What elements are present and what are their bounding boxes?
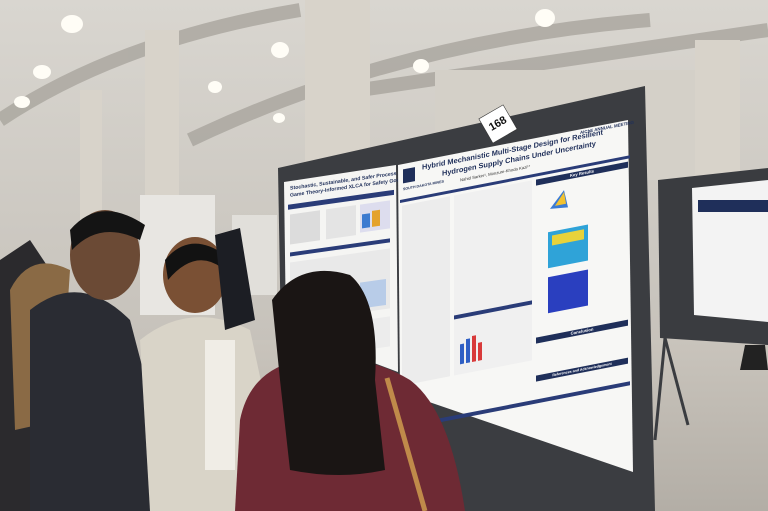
right-poster-header	[698, 200, 768, 212]
section-header: Conclusion	[571, 326, 594, 335]
pillars	[80, 0, 740, 230]
people	[0, 210, 768, 511]
easel	[653, 337, 690, 441]
booth-tag: 168	[478, 104, 518, 144]
ceiling-lights	[14, 9, 555, 123]
section-header: Key Results	[570, 168, 595, 178]
right-poster	[692, 180, 768, 322]
